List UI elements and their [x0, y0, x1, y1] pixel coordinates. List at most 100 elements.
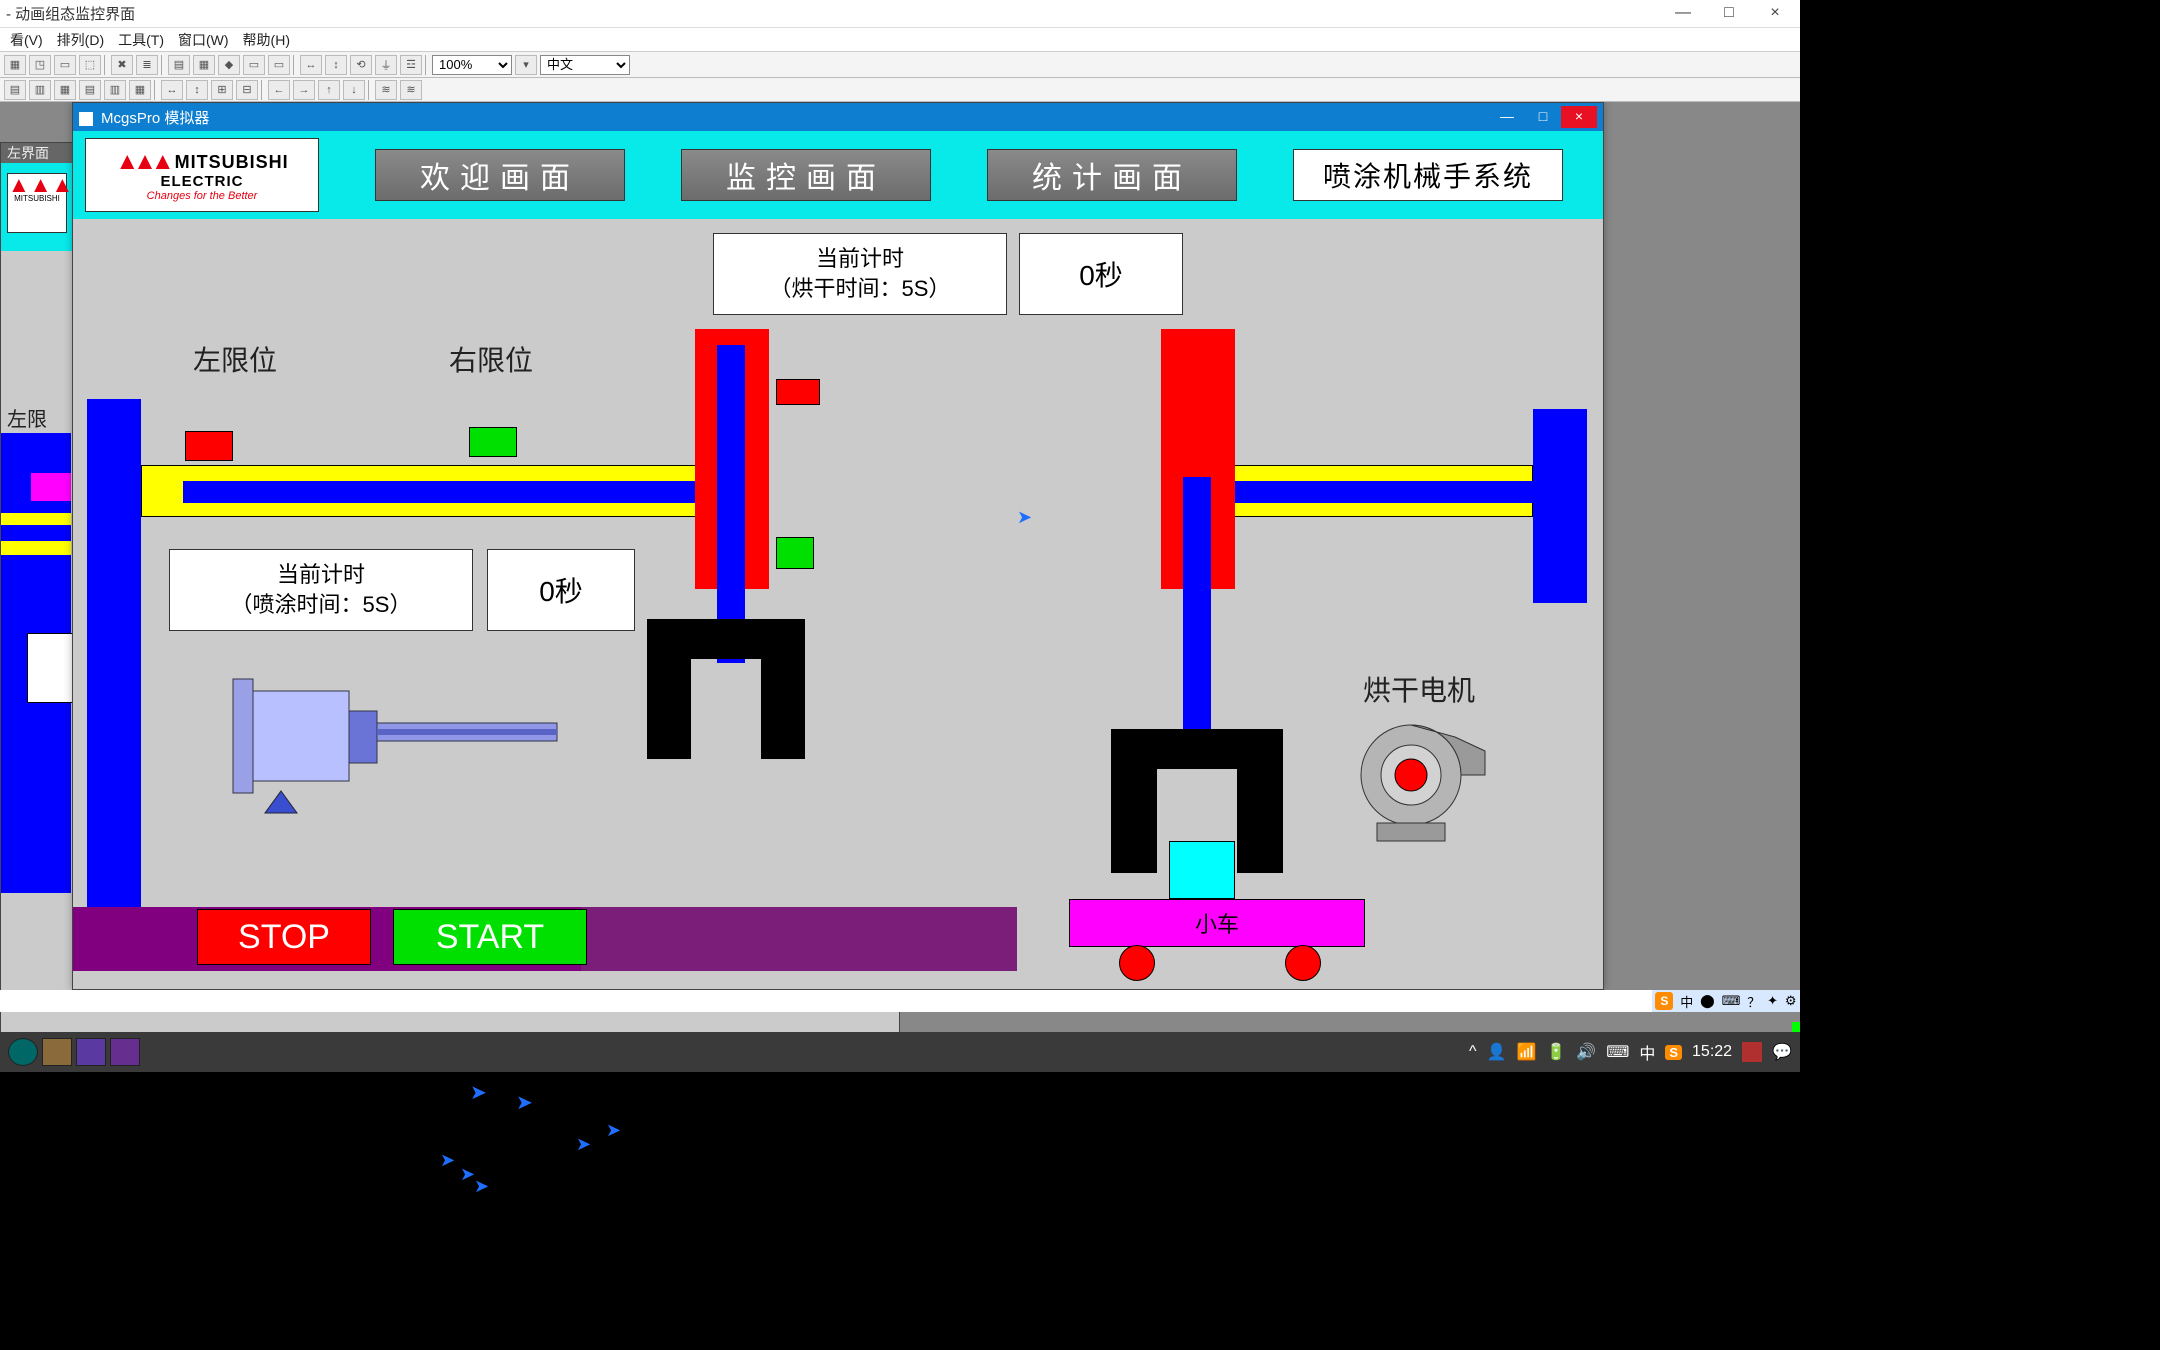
toolbar-button[interactable]: ▾ [515, 55, 537, 75]
tray-ime-icon[interactable]: ⌨ [1606, 1042, 1629, 1062]
tray-security[interactable] [1742, 1042, 1762, 1062]
toolbar-button[interactable]: ⊞ [211, 80, 233, 100]
zoom-select[interactable]: 100% [432, 55, 512, 75]
drying-motor-icon [1331, 709, 1491, 849]
toolbar-button[interactable]: ▭ [243, 55, 265, 75]
toolbar-button[interactable]: ← [268, 80, 290, 100]
tray-volume[interactable]: 🔊 [1576, 1042, 1596, 1062]
sim-minimize-button[interactable]: — [1489, 106, 1525, 128]
tray-chevron[interactable]: ^ [1469, 1043, 1477, 1061]
toolbar-button[interactable]: ⬚ [79, 55, 101, 75]
toolbar-button[interactable]: ▦ [4, 55, 26, 75]
toolbar-button[interactable]: → [293, 80, 315, 100]
toolbar-button[interactable]: ⊟ [236, 80, 258, 100]
sogou-icon[interactable]: S [1655, 992, 1673, 1010]
toolbar-button[interactable]: ▭ [54, 55, 76, 75]
toolbar-button[interactable]: ◳ [29, 55, 51, 75]
nav-stats[interactable]: 统计画面 [987, 149, 1237, 201]
tray-ime-lang[interactable]: 中 [1639, 1040, 1655, 1064]
tray-notifications[interactable]: 💬 [1772, 1042, 1792, 1062]
menu-arrange[interactable]: 排列(D) [53, 30, 108, 50]
close-button[interactable]: × [1756, 4, 1794, 24]
toolbar-button[interactable]: ≋ [400, 80, 422, 100]
ime-item[interactable]: ⚙ [1785, 993, 1797, 1009]
toolbar-button[interactable]: ▤ [79, 80, 101, 100]
toolbar-button[interactable]: ◆ [218, 55, 240, 75]
toolbar-button[interactable]: ↔ [300, 55, 322, 75]
toolbar-button[interactable]: ≣ [136, 55, 158, 75]
toolbar-button[interactable]: ↕ [186, 80, 208, 100]
ime-item[interactable]: ✦ [1767, 993, 1778, 1009]
toolbar-button[interactable]: ↓ [343, 80, 365, 100]
sim-close-button[interactable]: × [1561, 106, 1597, 128]
taskbar-left [8, 1038, 140, 1066]
right-blue-rail [1233, 481, 1533, 503]
toolbar-button[interactable]: ▭ [268, 55, 290, 75]
toolbar-separator [261, 80, 265, 100]
taskbar-app-1[interactable] [42, 1038, 72, 1066]
scrollbar[interactable] [1597, 131, 1603, 989]
toolbar-button[interactable]: ≋ [375, 80, 397, 100]
left-gripper-finger-r [761, 619, 805, 759]
bottom-bar-shade [581, 907, 1017, 971]
spray-timer-line1: 当前计时 [277, 560, 365, 590]
menu-tools[interactable]: 工具(T) [114, 30, 168, 50]
start-button-taskbar[interactable] [8, 1038, 38, 1066]
simulator-titlebar[interactable]: McgsPro 模拟器 — □ × [73, 103, 1603, 131]
bg-blue-rail [1, 525, 71, 541]
parent-window-controls: — □ × [1664, 4, 1794, 24]
status-bar: + 143 [0, 990, 1800, 1012]
parent-title: - 动画组态监控界面 [6, 3, 135, 24]
tray-user[interactable]: 👤 [1487, 1042, 1507, 1062]
toolbar-button[interactable]: ↑ [318, 80, 340, 100]
stop-button[interactable]: STOP [197, 909, 371, 965]
lang-select[interactable]: 中文 [540, 55, 630, 75]
toolbar-button[interactable]: ▦ [193, 55, 215, 75]
bg-left-limit-label: 左限 [7, 403, 47, 432]
sim-maximize-button[interactable]: □ [1525, 106, 1561, 128]
menu-help[interactable]: 帮助(H) [239, 30, 294, 50]
toolbar-button[interactable]: ▤ [168, 55, 190, 75]
right-gripper-finger-l [1111, 729, 1157, 873]
system-title: 喷涂机械手系统 [1293, 149, 1563, 201]
simulator-title: McgsPro 模拟器 [101, 110, 209, 127]
toolbar-button[interactable]: ☲ [400, 55, 422, 75]
tray-network[interactable]: 📶 [1516, 1042, 1536, 1062]
toolbar-separator [293, 55, 297, 75]
left-arm-blue [717, 345, 745, 663]
right-limit-indicator [469, 427, 517, 457]
drying-timer-label-box: 当前计时 （烘干时间：5S） [713, 233, 1007, 315]
ime-item[interactable]: ⌨ [1722, 993, 1741, 1009]
toolbar-button[interactable]: ▥ [104, 80, 126, 100]
taskbar-app-2[interactable] [76, 1038, 106, 1066]
ime-item[interactable]: ⬤ [1700, 993, 1715, 1009]
nav-welcome[interactable]: 欢迎画面 [375, 149, 625, 201]
start-button[interactable]: START [393, 909, 587, 965]
ime-item[interactable]: 中 [1680, 992, 1693, 1011]
simulator-icon [79, 112, 93, 126]
minimize-button[interactable]: — [1664, 4, 1702, 24]
menu-window[interactable]: 窗口(W) [174, 30, 233, 50]
nav-monitor[interactable]: 监控画面 [681, 149, 931, 201]
toolbar-button[interactable]: ▤ [4, 80, 26, 100]
tray-sogou[interactable]: S [1665, 1045, 1682, 1060]
toolbar-button[interactable]: ⟲ [350, 55, 372, 75]
maximize-button[interactable]: □ [1710, 4, 1748, 24]
menu-view[interactable]: 看(V) [6, 30, 47, 50]
toolbar-button[interactable]: ↕ [325, 55, 347, 75]
toolbar-button[interactable]: ↔ [161, 80, 183, 100]
hmi-canvas: 当前计时 （烘干时间：5S） 0秒 左限位 右限位 [73, 219, 1603, 989]
tray-battery[interactable]: 🔋 [1546, 1042, 1566, 1062]
toolbar-button[interactable]: ⏚ [375, 55, 397, 75]
taskbar-app-3[interactable] [110, 1038, 140, 1066]
ime-tray[interactable]: S 中 ⬤ ⌨ ？ ✦ ⚙ [1652, 990, 1800, 1012]
ime-item[interactable]: ？ [1747, 992, 1760, 1011]
toolbar-button[interactable]: ▦ [129, 80, 151, 100]
taskbar-clock[interactable]: 15:22 [1692, 1043, 1732, 1061]
toolbar-button[interactable]: ▥ [29, 80, 51, 100]
stray-cursor: ➤ [606, 1120, 621, 1141]
toolbar-button[interactable]: ▦ [54, 80, 76, 100]
taskbar[interactable]: ^ 👤 📶 🔋 🔊 ⌨ 中 S 15:22 💬 [0, 1032, 1800, 1072]
toolbar-button[interactable]: ✖ [111, 55, 133, 75]
toolbar-separator [368, 80, 372, 100]
